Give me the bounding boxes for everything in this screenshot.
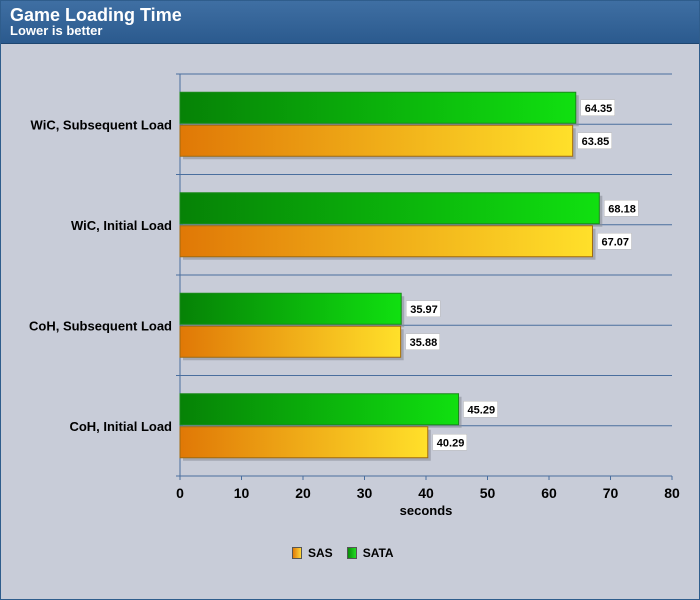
legend-swatch-sata bbox=[346, 547, 357, 559]
x-tick-label: 20 bbox=[295, 485, 311, 501]
bar-sas bbox=[179, 124, 574, 157]
data-label-box bbox=[405, 333, 440, 350]
x-tick-label: 10 bbox=[234, 485, 250, 501]
legend-swatch-sas bbox=[292, 547, 302, 559]
data-label: 40.29 bbox=[437, 437, 465, 449]
category-label: WiC, Subsequent Load bbox=[31, 117, 172, 132]
data-label-box bbox=[432, 434, 468, 451]
legend-label-sas: SAS bbox=[308, 546, 333, 560]
legend-item-sata: SATA bbox=[346, 546, 394, 560]
data-label-box bbox=[580, 99, 616, 116]
bar-sas bbox=[179, 426, 429, 459]
data-label: 35.97 bbox=[410, 304, 438, 316]
data-label-box bbox=[405, 300, 441, 317]
bar-sata bbox=[179, 192, 600, 225]
x-tick-label: 60 bbox=[541, 485, 557, 501]
legend-label-sata: SATA bbox=[362, 546, 394, 560]
bar-sas bbox=[179, 225, 593, 258]
category-label: CoH, Subsequent Load bbox=[29, 318, 172, 333]
data-label: 67.07 bbox=[601, 236, 629, 248]
data-label: 35.88 bbox=[410, 337, 438, 349]
category-label: CoH, Initial Load bbox=[69, 419, 172, 434]
category-label: WiC, Initial Load bbox=[71, 218, 172, 233]
chart-subtitle: Lower is better bbox=[10, 23, 103, 38]
data-label: 63.85 bbox=[582, 136, 610, 148]
bar-sata bbox=[179, 91, 577, 124]
data-label: 45.29 bbox=[468, 404, 496, 416]
chart-title: Game Loading Time bbox=[10, 5, 182, 25]
x-tick-label: 0 bbox=[176, 485, 184, 501]
bar-sata bbox=[179, 292, 402, 325]
chart-header: Game Loading Time Lower is better bbox=[1, 1, 699, 44]
data-label-box bbox=[577, 132, 612, 149]
x-tick-label: 40 bbox=[418, 485, 434, 501]
data-label: 68.18 bbox=[608, 203, 636, 215]
x-tick-label: 50 bbox=[480, 485, 496, 501]
legend-item-sas: SAS bbox=[292, 546, 333, 560]
bar-sas bbox=[179, 325, 402, 358]
data-label-box bbox=[604, 200, 639, 217]
x-tick-label: 70 bbox=[603, 485, 619, 501]
bar-sata bbox=[179, 393, 460, 426]
data-label-box bbox=[597, 233, 632, 250]
data-label: 64.35 bbox=[585, 103, 613, 115]
x-tick-label: 80 bbox=[664, 485, 680, 501]
legend: SAS SATA bbox=[292, 546, 408, 560]
x-axis-label: seconds bbox=[400, 503, 453, 518]
x-tick-label: 30 bbox=[357, 485, 373, 501]
data-label-box bbox=[463, 401, 498, 418]
